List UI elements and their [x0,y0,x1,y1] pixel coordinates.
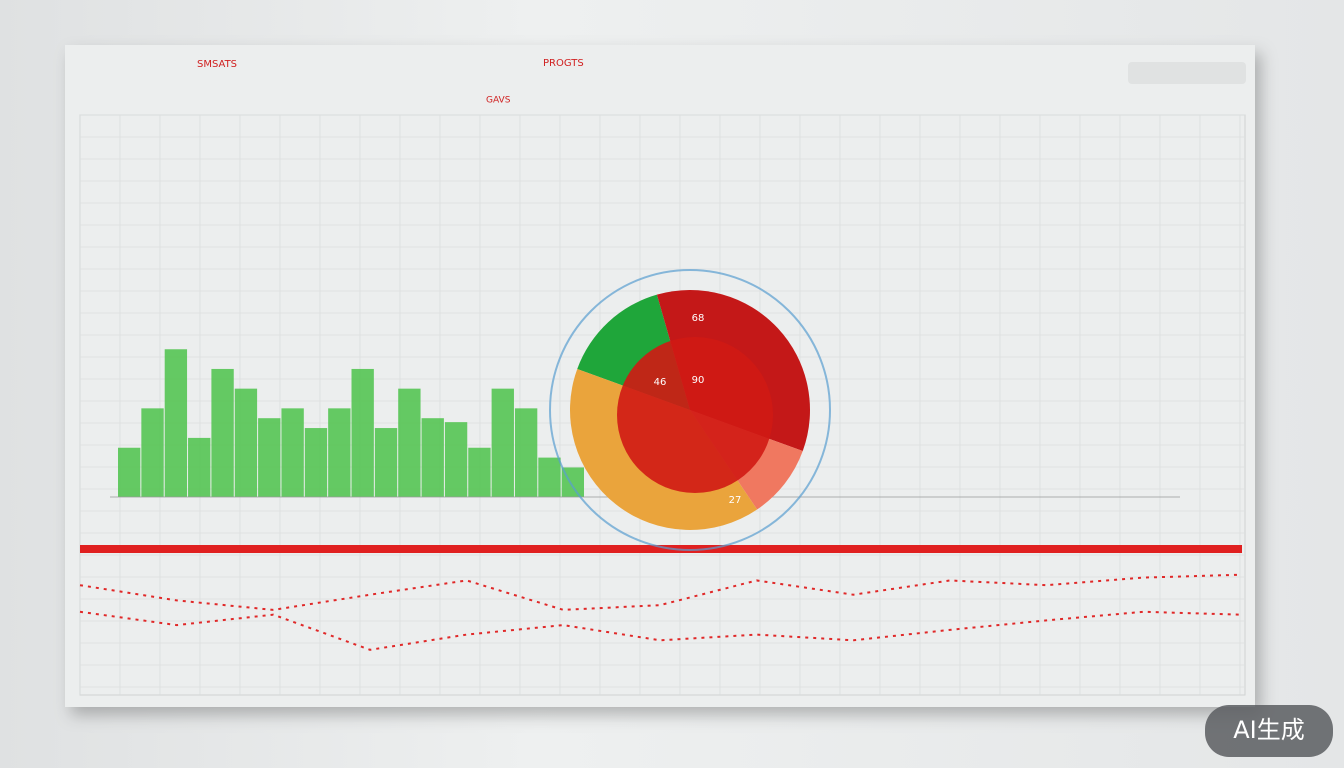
pie-core [617,337,773,493]
bar [258,418,281,497]
header-title: SMSATS [197,59,237,70]
bar [118,447,141,497]
badge-text: AI生成 [1233,716,1305,744]
bar [514,408,538,497]
bar [281,408,304,497]
plot: 68 90 46 27 [79,269,1241,651]
bar [398,388,421,497]
bar [234,388,258,497]
header-title: PROGTS [543,58,584,69]
bar [141,408,164,497]
pie-label: 46 [654,377,667,388]
header-label: GAVS [486,96,511,106]
bar [421,418,444,497]
badge [1205,705,1333,757]
ring [549,269,831,551]
line-series [79,573,1241,611]
pie-label: 68 [692,313,705,324]
pie-label: 27 [729,495,742,506]
bar [164,349,188,497]
bar [328,408,351,497]
bar [444,422,468,497]
toolbar[interactable] [1128,62,1246,84]
bar [188,437,211,497]
bar [491,388,514,497]
bar [468,447,491,497]
bar [211,368,234,497]
bar [561,467,584,497]
pie-label: 90 [692,375,705,386]
bar [538,457,561,497]
line-series [79,610,1241,651]
bar [304,428,328,497]
red-band [80,545,1242,553]
bar [374,428,398,497]
bar [351,368,374,497]
